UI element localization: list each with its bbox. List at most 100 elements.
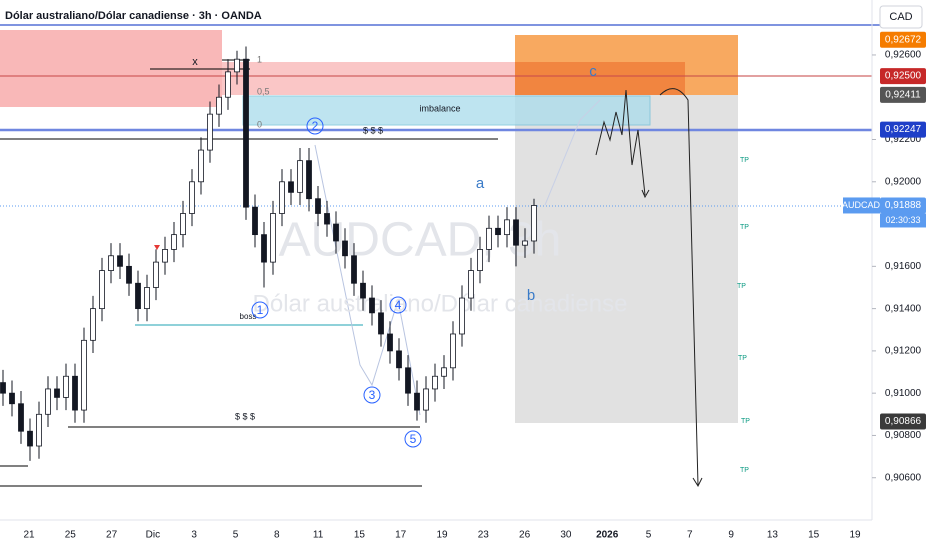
x-tick-label: 17 <box>395 530 407 541</box>
candle-body <box>72 375 78 411</box>
x-tick-label: 19 <box>436 530 448 541</box>
candle-body <box>333 223 339 242</box>
arrow-head <box>641 189 703 488</box>
candle-body <box>162 249 168 263</box>
annotation: $ $ $ <box>235 411 255 421</box>
x-tick-label: Dic <box>146 530 160 541</box>
price-label: 0,90866 <box>885 416 922 427</box>
x-tick-label: 3 <box>191 530 197 541</box>
candle-body <box>504 219 510 236</box>
countdown-box <box>880 213 926 228</box>
candle-body <box>351 255 357 284</box>
candle-body <box>135 282 141 310</box>
candle-body <box>495 227 501 236</box>
candle-body <box>306 160 312 200</box>
candle-body <box>198 149 204 183</box>
wave-circle <box>404 430 422 448</box>
x-tick-label: 30 <box>560 530 572 541</box>
candle-body <box>54 388 60 398</box>
candle-body <box>216 96 222 115</box>
price-label-box <box>880 68 926 85</box>
price-label: 0,92247 <box>885 124 922 135</box>
currency-button[interactable] <box>879 5 923 29</box>
y-tick-label: 0,91000 <box>885 388 922 399</box>
x-tick-label: 25 <box>65 530 77 541</box>
annotation: imbalance <box>419 103 460 113</box>
candle-body <box>261 234 267 263</box>
candle-body <box>432 375 438 390</box>
fib-label: 1 <box>257 54 262 64</box>
price-label-box <box>880 121 926 138</box>
candle-body <box>468 270 474 299</box>
wave-label: c <box>589 63 597 80</box>
chart-title: Dólar australiano/Dólar canadiense · 3h … <box>5 10 262 22</box>
annotation: boss <box>240 312 257 321</box>
countdown: 02:30:33 <box>885 215 920 225</box>
imbalance-zone <box>242 95 651 126</box>
y-tick-label: 0,92000 <box>885 176 922 187</box>
wave-label: 2 <box>312 119 319 133</box>
fib-label: 0 <box>257 119 262 129</box>
candle-body <box>270 213 276 263</box>
candle-body <box>279 181 285 214</box>
x-tick-label: 2026 <box>596 530 619 541</box>
candle-body <box>18 403 24 432</box>
candle-body <box>252 206 258 236</box>
wave-label: 3 <box>369 388 376 402</box>
candle-body <box>180 213 186 236</box>
price-label-box <box>880 86 926 103</box>
candle-body <box>144 287 150 310</box>
candle-body <box>171 234 177 250</box>
candle-body <box>342 240 348 257</box>
candle-body <box>234 58 240 73</box>
watermark: Dólar australiano/Dólar canadiense <box>253 290 628 317</box>
price-label: 0,92411 <box>885 90 921 101</box>
candle-body <box>126 265 132 284</box>
candle-body <box>441 367 447 377</box>
candle-body <box>27 430 33 447</box>
tp-label: TP <box>740 224 749 231</box>
x-tick-label: 15 <box>354 530 366 541</box>
currency[interactable]: CAD <box>889 11 912 23</box>
candle-body <box>360 282 366 299</box>
x-tick-label: 15 <box>808 530 820 541</box>
candle-body <box>405 367 411 394</box>
overlap-zone <box>515 62 685 95</box>
candle-body <box>414 392 420 411</box>
watermark: AUDCAD, 3h <box>279 214 562 267</box>
symbol-box <box>843 197 880 214</box>
candle-body <box>9 392 15 405</box>
candle-body <box>288 181 294 193</box>
candle-body <box>99 270 105 310</box>
candle-body <box>396 350 402 369</box>
candle-body <box>297 160 303 193</box>
fib-label: 0,5 <box>257 86 270 96</box>
wave-label: 5 <box>410 432 417 446</box>
wave-circle <box>251 301 269 319</box>
candle-body <box>387 333 393 352</box>
tp-label: TP <box>741 418 750 425</box>
tp-label: TP <box>740 157 749 164</box>
tp-label: TP <box>740 467 749 474</box>
x-tick-label: 21 <box>23 530 35 541</box>
candle-body <box>513 219 519 246</box>
x-tick-label: 9 <box>728 530 734 541</box>
annotation: x <box>192 56 198 68</box>
candle-body <box>315 198 321 214</box>
tp-label: TP <box>737 283 746 290</box>
tp-label: TP <box>738 355 747 362</box>
price-label: 0,92500 <box>885 71 922 82</box>
candle-body <box>90 308 96 341</box>
wave-label: a <box>476 175 485 192</box>
candle-body <box>486 227 492 250</box>
x-tick-label: 8 <box>274 530 280 541</box>
y-tick-label: 0,92600 <box>885 50 922 61</box>
x-tick-label: 5 <box>646 530 652 541</box>
y-tick-label: 0,91600 <box>885 261 922 272</box>
target-box <box>515 95 738 423</box>
price-label: 0,92672 <box>885 34 922 45</box>
x-tick-label: 7 <box>687 530 693 541</box>
x-tick-label: 27 <box>106 530 118 541</box>
candle-body <box>225 71 231 98</box>
